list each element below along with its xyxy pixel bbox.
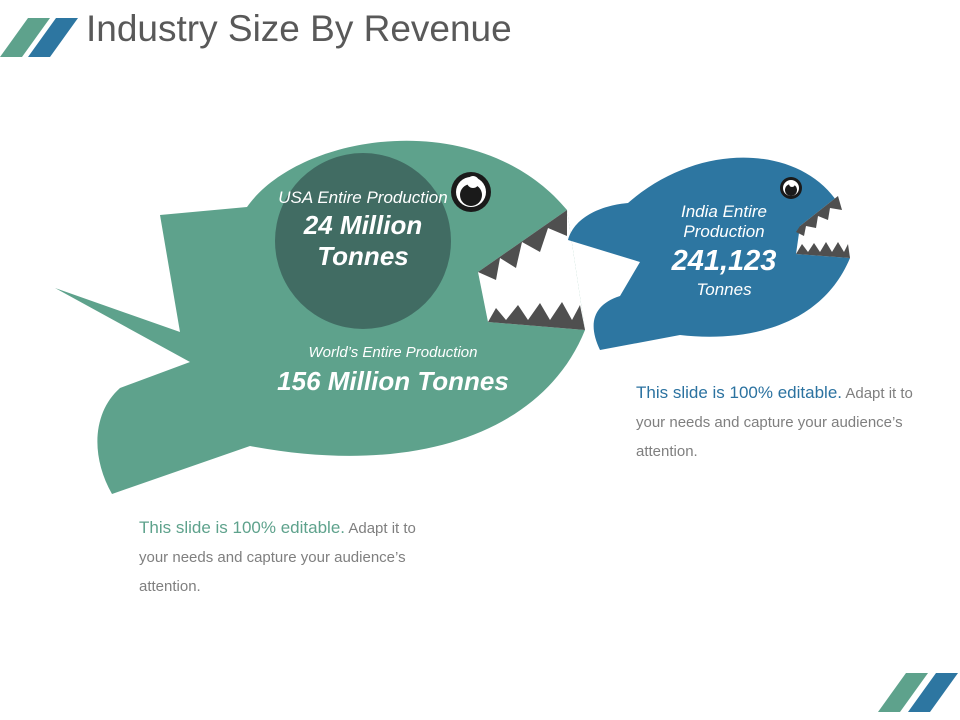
big-fish-eye-glint [467, 176, 479, 188]
big-fish-mouth [478, 210, 585, 330]
note-left: This slide is 100% editable. Adapt it to… [139, 513, 429, 601]
logo-stripes-bottom-icon [878, 673, 958, 712]
world-production-label: World’s Entire Production [308, 344, 478, 361]
small-fish-lower-teeth [796, 242, 850, 258]
small-fish-pupil [785, 184, 797, 196]
india-production: India Entire Production 241,123 Tonnes [640, 202, 808, 300]
india-production-value: 241,123 [671, 245, 777, 278]
world-production: World’s Entire Production 156 Million To… [270, 344, 516, 398]
note-right-body: Adapt it to your needs and capture your … [636, 385, 913, 460]
big-fish-lower-teeth [488, 302, 585, 330]
usa-circle [275, 153, 451, 329]
usa-production: USA Entire Production 24 Million Tonnes [276, 188, 450, 272]
small-fish-body [568, 157, 850, 350]
note-right-highlight: This slide is 100% editable. [636, 383, 843, 402]
note-left-highlight: This slide is 100% editable. [139, 518, 346, 537]
india-production-unit: Tonnes [696, 280, 752, 300]
usa-production-value: 24 Million Tonnes [303, 209, 423, 271]
page-title: Industry Size By Revenue [86, 8, 512, 49]
big-fish-upper-teeth [478, 210, 567, 280]
note-right: This slide is 100% editable. Adapt it to… [636, 378, 926, 466]
small-fish-upper-teeth [796, 196, 842, 236]
world-production-value: 156 Million Tonnes [277, 366, 509, 397]
small-fish-mouth [796, 196, 850, 258]
big-fish-pupil [460, 184, 482, 206]
usa-production-label: USA Entire Production [278, 188, 448, 207]
logo-stripes-icon [0, 18, 78, 57]
small-fish-eye-glint [789, 181, 795, 187]
note-left-body: Adapt it to your needs and capture your … [139, 520, 416, 595]
india-production-label: India Entire Production [681, 202, 767, 241]
